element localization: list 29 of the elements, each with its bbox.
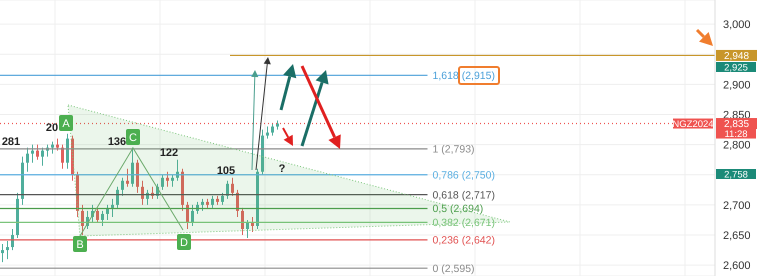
annotation: 281 bbox=[2, 136, 20, 148]
y-tick-label: 2,900 bbox=[723, 79, 751, 92]
ref-line-label: 2,835 bbox=[724, 119, 750, 130]
ref-line-label: 1 (2,793) bbox=[432, 144, 475, 156]
ref-line-label: 0,382 (2,671) bbox=[432, 217, 495, 230]
text: 11:28 bbox=[724, 129, 748, 140]
y-tick-label: 2,650 bbox=[723, 230, 751, 242]
annotation: B bbox=[76, 239, 84, 251]
annotation: C bbox=[129, 132, 138, 144]
text: 2,925 bbox=[724, 62, 748, 74]
annotation: A bbox=[62, 118, 70, 130]
ref-line-label: 2,948 bbox=[724, 50, 750, 62]
y-tick-label: 3,000 bbox=[723, 19, 751, 32]
annotation: NGZ2024 bbox=[672, 119, 714, 130]
ref-line-label: 0 (2,595) bbox=[432, 262, 475, 275]
annotation: 136 bbox=[108, 136, 126, 148]
annotation: D bbox=[180, 237, 188, 249]
text: 2,758 bbox=[724, 170, 748, 180]
ref-line-label: 0,786 (2,750) bbox=[432, 169, 495, 182]
annotation: 122 bbox=[160, 147, 178, 159]
annotation: 105 bbox=[216, 165, 236, 177]
annotation: ? bbox=[278, 163, 286, 175]
ref-line-label: 0,618 (2,717) bbox=[432, 189, 495, 202]
y-tick-label: 2,700 bbox=[723, 200, 751, 212]
y-tick-label: 2,800 bbox=[723, 140, 751, 152]
annotation: 20 bbox=[46, 122, 58, 134]
ref-line-label: 0,236 (2,642) bbox=[432, 234, 495, 247]
y-tick-label: 2,600 bbox=[723, 260, 751, 272]
ref-line-label: 1,618 (2,915) bbox=[432, 70, 495, 82]
